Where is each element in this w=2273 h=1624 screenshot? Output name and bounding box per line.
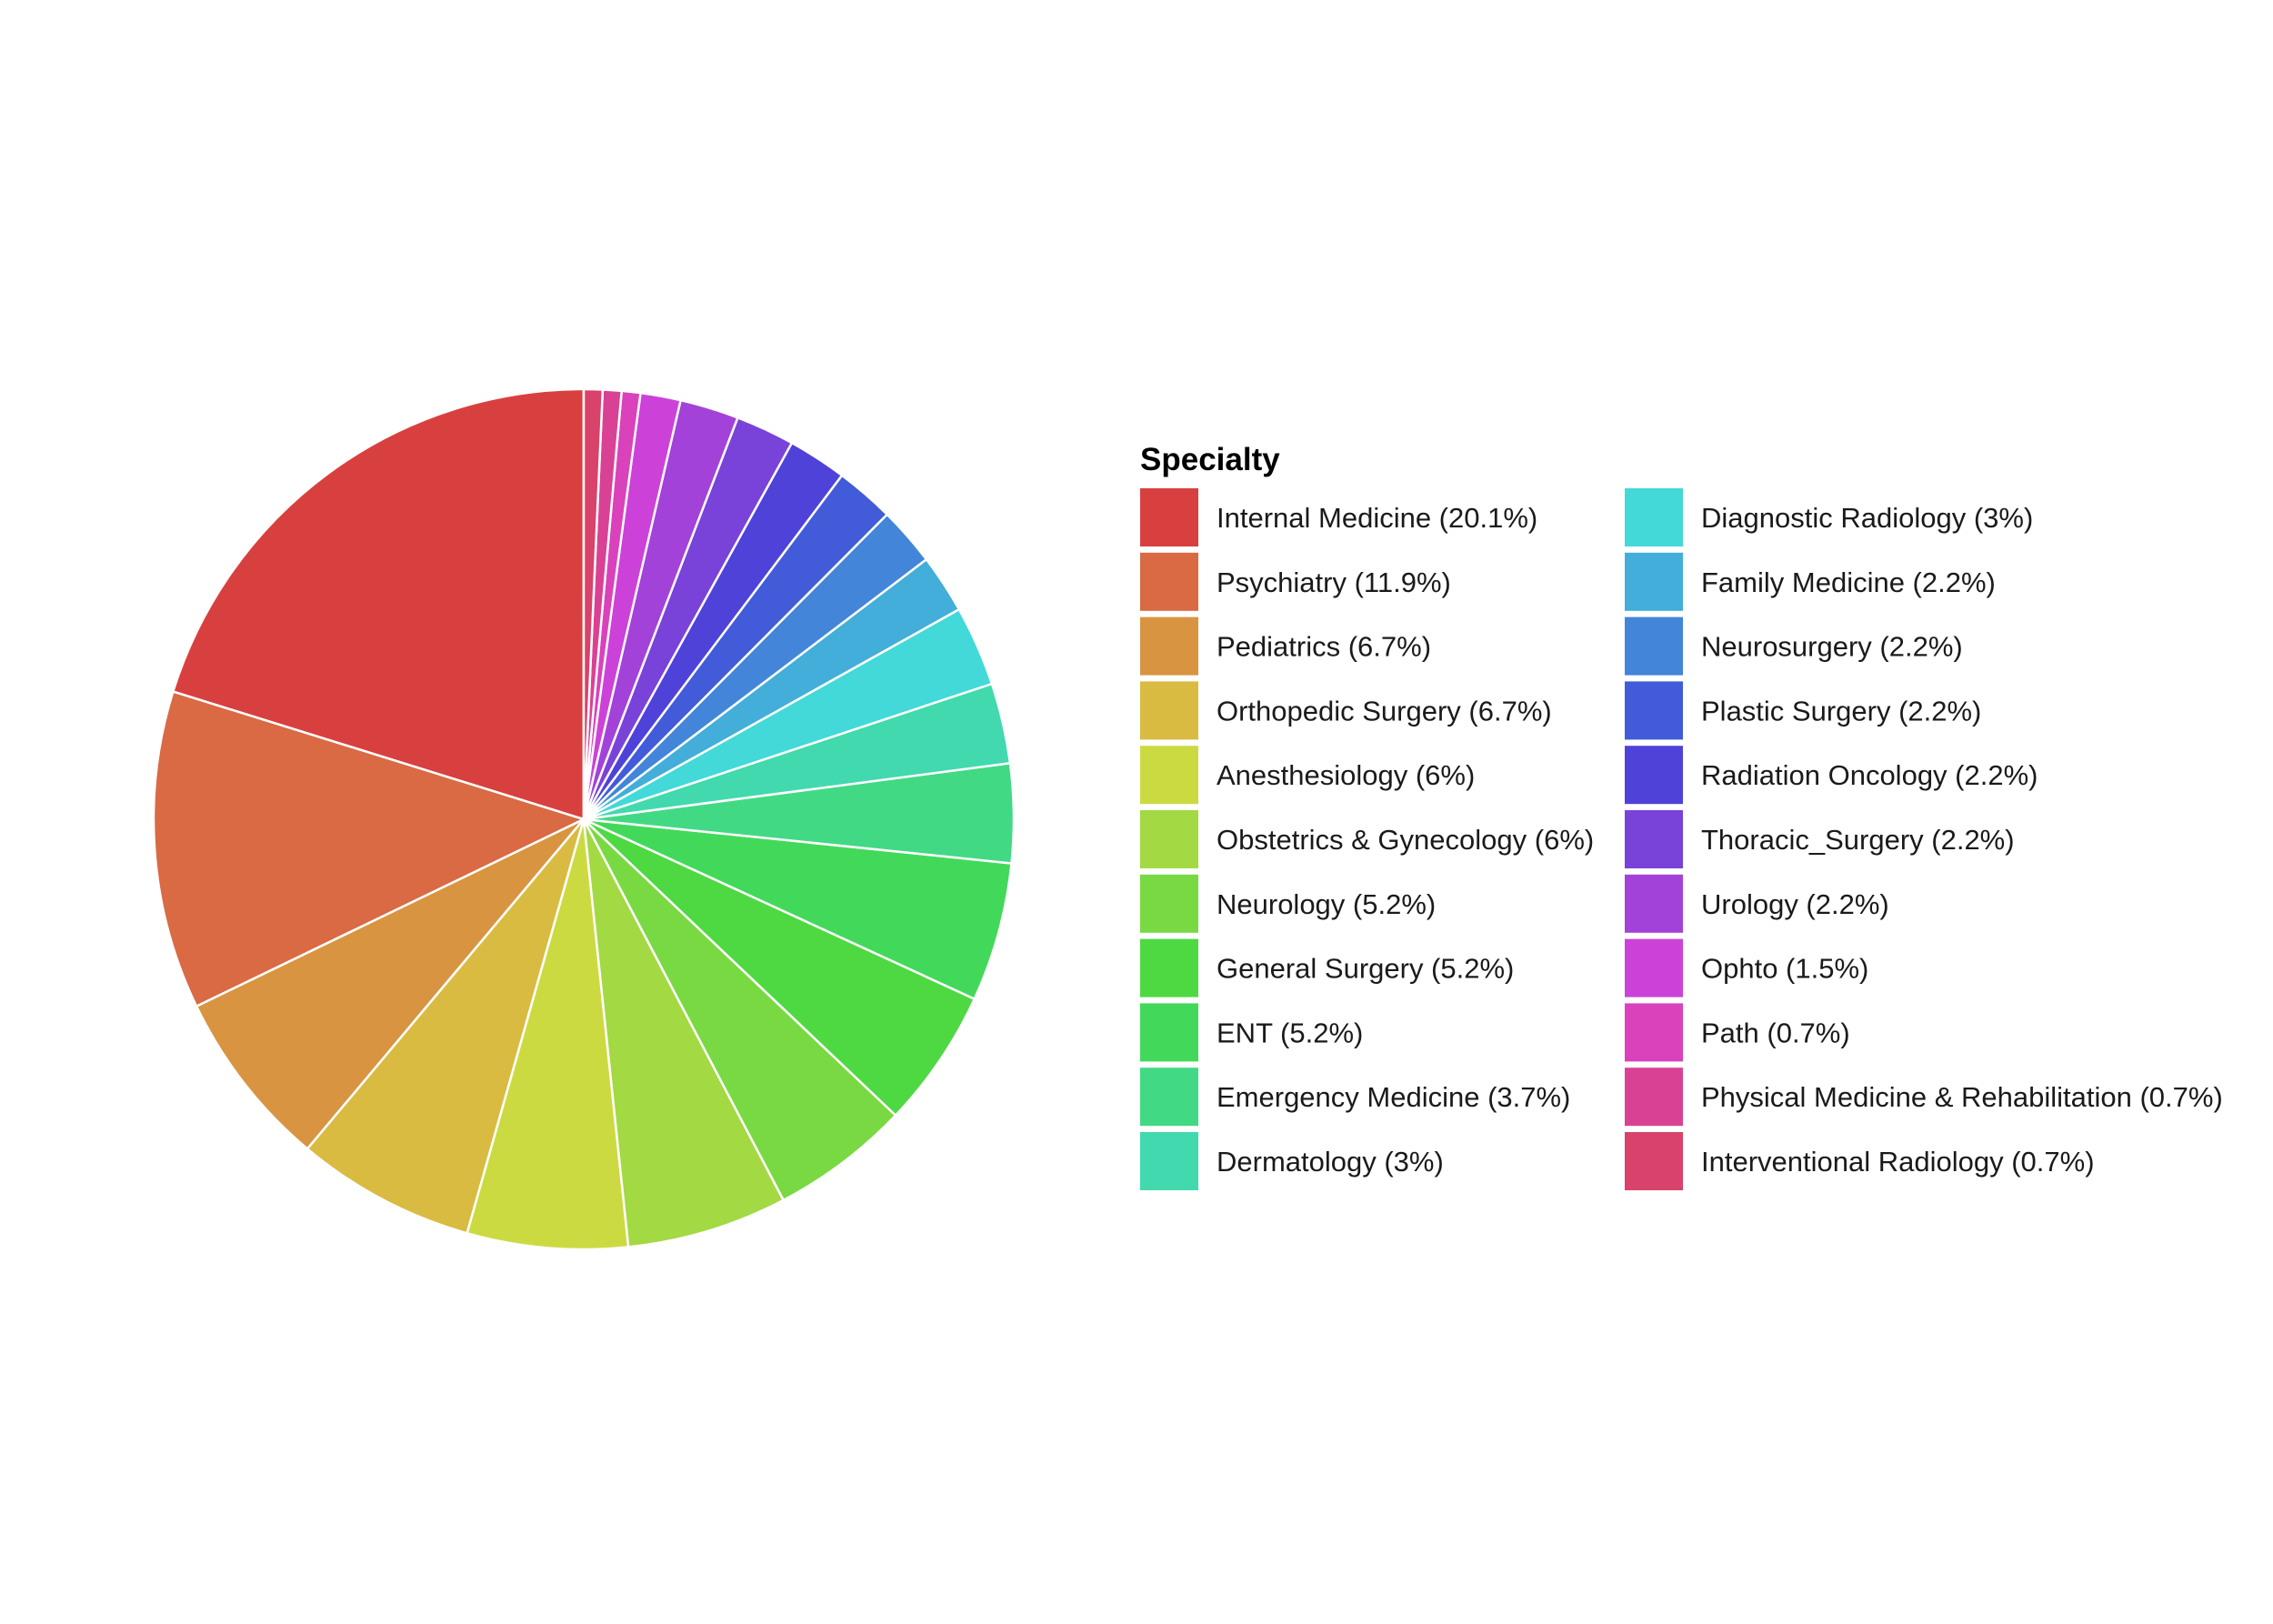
legend-label-interventional-radiology: Interventional Radiology (0.7%)	[1701, 1146, 2095, 1178]
legend-label-psychiatry: Psychiatry (11.9%)	[1217, 566, 1451, 598]
legend-label-path: Path (0.7%)	[1701, 1017, 1850, 1048]
legend-item-family-medicine: Family Medicine (2.2%)	[1625, 552, 1996, 611]
legend-swatch-interventional-radiology	[1625, 1132, 1683, 1190]
legend-item-orthopedic-surgery: Orthopedic Surgery (6.7%)	[1140, 681, 1552, 740]
pie-slice-internal-medicine	[172, 387, 586, 821]
legend-swatch-neurology	[1140, 874, 1198, 933]
legend-item-ophto: Ophto (1.5%)	[1625, 938, 1868, 997]
legend-label-radiation-oncology: Radiation Oncology (2.2%)	[1701, 759, 2038, 791]
legend-item-neurosurgery: Neurosurgery (2.2%)	[1625, 617, 1963, 676]
legend-item-pediatrics: Pediatrics (6.7%)	[1140, 617, 1431, 676]
legend-swatch-radiation-oncology	[1625, 746, 1683, 805]
legend-swatch-physical-medicine-rehabilitation	[1625, 1068, 1683, 1127]
legend-swatch-ent	[1140, 1003, 1198, 1062]
legend-label-neurosurgery: Neurosurgery (2.2%)	[1701, 631, 1963, 663]
legend-label-diagnostic-radiology: Diagnostic Radiology (3%)	[1701, 502, 2033, 534]
legend-label-obstetrics-gynecology: Obstetrics & Gynecology (6%)	[1217, 824, 1594, 856]
legend-item-emergency-medicine: Emergency Medicine (3.7%)	[1140, 1068, 1570, 1127]
legend-item-path: Path (0.7%)	[1625, 1003, 1850, 1062]
legend-item-anesthesiology: Anesthesiology (6%)	[1140, 746, 1475, 805]
legend-swatch-thoracic-surgery	[1625, 810, 1683, 868]
legend-item-interventional-radiology: Interventional Radiology (0.7%)	[1625, 1132, 2095, 1190]
legend-label-ophto: Ophto (1.5%)	[1701, 953, 1868, 985]
legend-swatch-psychiatry	[1140, 552, 1198, 611]
legend-item-internal-medicine: Internal Medicine (20.1%)	[1140, 488, 1537, 546]
pie-slice-pediatrics	[195, 817, 586, 1150]
pie-slice-obstetrics-gynecology	[582, 817, 785, 1248]
legend-swatch-ophto	[1625, 938, 1683, 997]
legend-label-emergency-medicine: Emergency Medicine (3.7%)	[1217, 1081, 1570, 1113]
legend-item-diagnostic-radiology: Diagnostic Radiology (3%)	[1625, 488, 2033, 546]
legend-label-urology: Urology (2.2%)	[1701, 888, 1889, 920]
legend-item-thoracic-surgery: Thoracic_Surgery (2.2%)	[1625, 810, 2015, 868]
legend-label-anesthesiology: Anesthesiology (6%)	[1217, 759, 1475, 791]
pie-slice-interventional-radiology	[582, 387, 605, 821]
pie-slice-psychiatry	[152, 690, 586, 1007]
legend-item-dermatology: Dermatology (3%)	[1140, 1132, 1444, 1190]
legend-label-thoracic-surgery: Thoracic_Surgery (2.2%)	[1701, 824, 2015, 856]
legend-swatch-dermatology	[1140, 1132, 1198, 1190]
legend-swatch-anesthesiology	[1140, 746, 1198, 805]
legend-item-general-surgery: General Surgery (5.2%)	[1140, 938, 1514, 997]
legend-swatch-diagnostic-radiology	[1625, 488, 1683, 546]
pie-slice-anesthesiology	[466, 817, 630, 1251]
pie-slices	[152, 387, 1016, 1251]
legend-label-neurology: Neurology (5.2%)	[1217, 888, 1436, 920]
legend-title: Specialty	[1140, 442, 1280, 477]
legend-label-family-medicine: Family Medicine (2.2%)	[1701, 566, 1996, 598]
legend-item-urology: Urology (2.2%)	[1625, 874, 1889, 933]
legend: Specialty Internal Medicine (20.1%) Psych…	[1140, 442, 2223, 1190]
legend-label-plastic-surgery: Plastic Surgery (2.2%)	[1701, 695, 1981, 727]
legend-swatch-family-medicine	[1625, 552, 1683, 611]
legend-label-general-surgery: General Surgery (5.2%)	[1217, 953, 1514, 985]
pie-slice-ent	[582, 817, 1013, 1000]
legend-label-ent: ENT (5.2%)	[1217, 1017, 1363, 1048]
legend-swatch-emergency-medicine	[1140, 1068, 1198, 1127]
pie-slice-neurology	[582, 817, 897, 1202]
pie-slice-orthopedic-surgery	[305, 817, 586, 1235]
legend-swatch-pediatrics	[1140, 617, 1198, 676]
legend-label-orthopedic-surgery: Orthopedic Surgery (6.7%)	[1217, 695, 1552, 727]
legend-item-neurology: Neurology (5.2%)	[1140, 874, 1436, 933]
legend-swatch-obstetrics-gynecology	[1140, 810, 1198, 868]
legend-item-ent: ENT (5.2%)	[1140, 1003, 1363, 1062]
legend-label-internal-medicine: Internal Medicine (20.1%)	[1217, 502, 1537, 534]
legend-swatch-general-surgery	[1140, 938, 1198, 997]
legend-item-plastic-surgery: Plastic Surgery (2.2%)	[1625, 681, 1981, 740]
legend-items: Internal Medicine (20.1%) Psychiatry (11.…	[1140, 488, 2223, 1190]
legend-item-radiation-oncology: Radiation Oncology (2.2%)	[1625, 746, 2038, 805]
pie-slice-general-surgery	[582, 817, 976, 1117]
legend-item-physical-medicine-rehabilitation: Physical Medicine & Rehabilitation (0.7%…	[1625, 1068, 2223, 1127]
legend-swatch-path	[1625, 1003, 1683, 1062]
legend-label-physical-medicine-rehabilitation: Physical Medicine & Rehabilitation (0.7%…	[1701, 1081, 2223, 1113]
legend-swatch-urology	[1625, 874, 1683, 933]
legend-swatch-neurosurgery	[1625, 617, 1683, 676]
legend-label-dermatology: Dermatology (3%)	[1217, 1146, 1444, 1178]
legend-label-pediatrics: Pediatrics (6.7%)	[1217, 631, 1431, 663]
legend-swatch-orthopedic-surgery	[1140, 681, 1198, 740]
legend-item-obstetrics-gynecology: Obstetrics & Gynecology (6%)	[1140, 810, 1594, 868]
legend-swatch-internal-medicine	[1140, 488, 1198, 546]
legend-swatch-plastic-surgery	[1625, 681, 1683, 740]
legend-item-psychiatry: Psychiatry (11.9%)	[1140, 552, 1451, 611]
